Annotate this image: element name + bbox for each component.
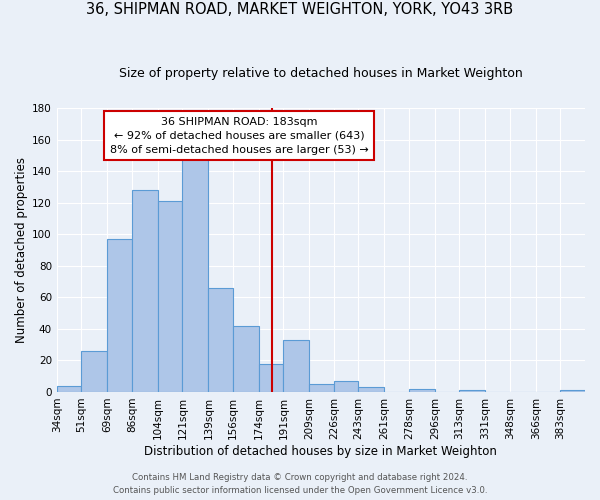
Bar (82, 351, 107, 392)
Bar (233, 326, 259, 392)
Bar (132, 190, 158, 392)
Bar (283, 340, 310, 392)
Bar (259, 364, 283, 392)
Bar (409, 389, 435, 392)
Bar (57, 386, 82, 392)
Bar (208, 288, 233, 392)
Title: Size of property relative to detached houses in Market Weighton: Size of property relative to detached ho… (119, 68, 523, 80)
Bar (334, 381, 358, 392)
Text: Contains HM Land Registry data © Crown copyright and database right 2024.
Contai: Contains HM Land Registry data © Crown c… (113, 474, 487, 495)
Text: 36, SHIPMAN ROAD, MARKET WEIGHTON, YORK, YO43 3RB: 36, SHIPMAN ROAD, MARKET WEIGHTON, YORK,… (86, 2, 514, 18)
Bar (310, 384, 334, 392)
Bar (107, 239, 132, 392)
Bar (158, 201, 182, 392)
Bar (460, 390, 485, 392)
Bar (560, 390, 585, 392)
Y-axis label: Number of detached properties: Number of detached properties (15, 157, 28, 343)
X-axis label: Distribution of detached houses by size in Market Weighton: Distribution of detached houses by size … (145, 444, 497, 458)
Text: 36 SHIPMAN ROAD: 183sqm
← 92% of detached houses are smaller (643)
8% of semi-de: 36 SHIPMAN ROAD: 183sqm ← 92% of detache… (110, 116, 368, 154)
Bar (358, 387, 385, 392)
Bar (182, 154, 208, 392)
